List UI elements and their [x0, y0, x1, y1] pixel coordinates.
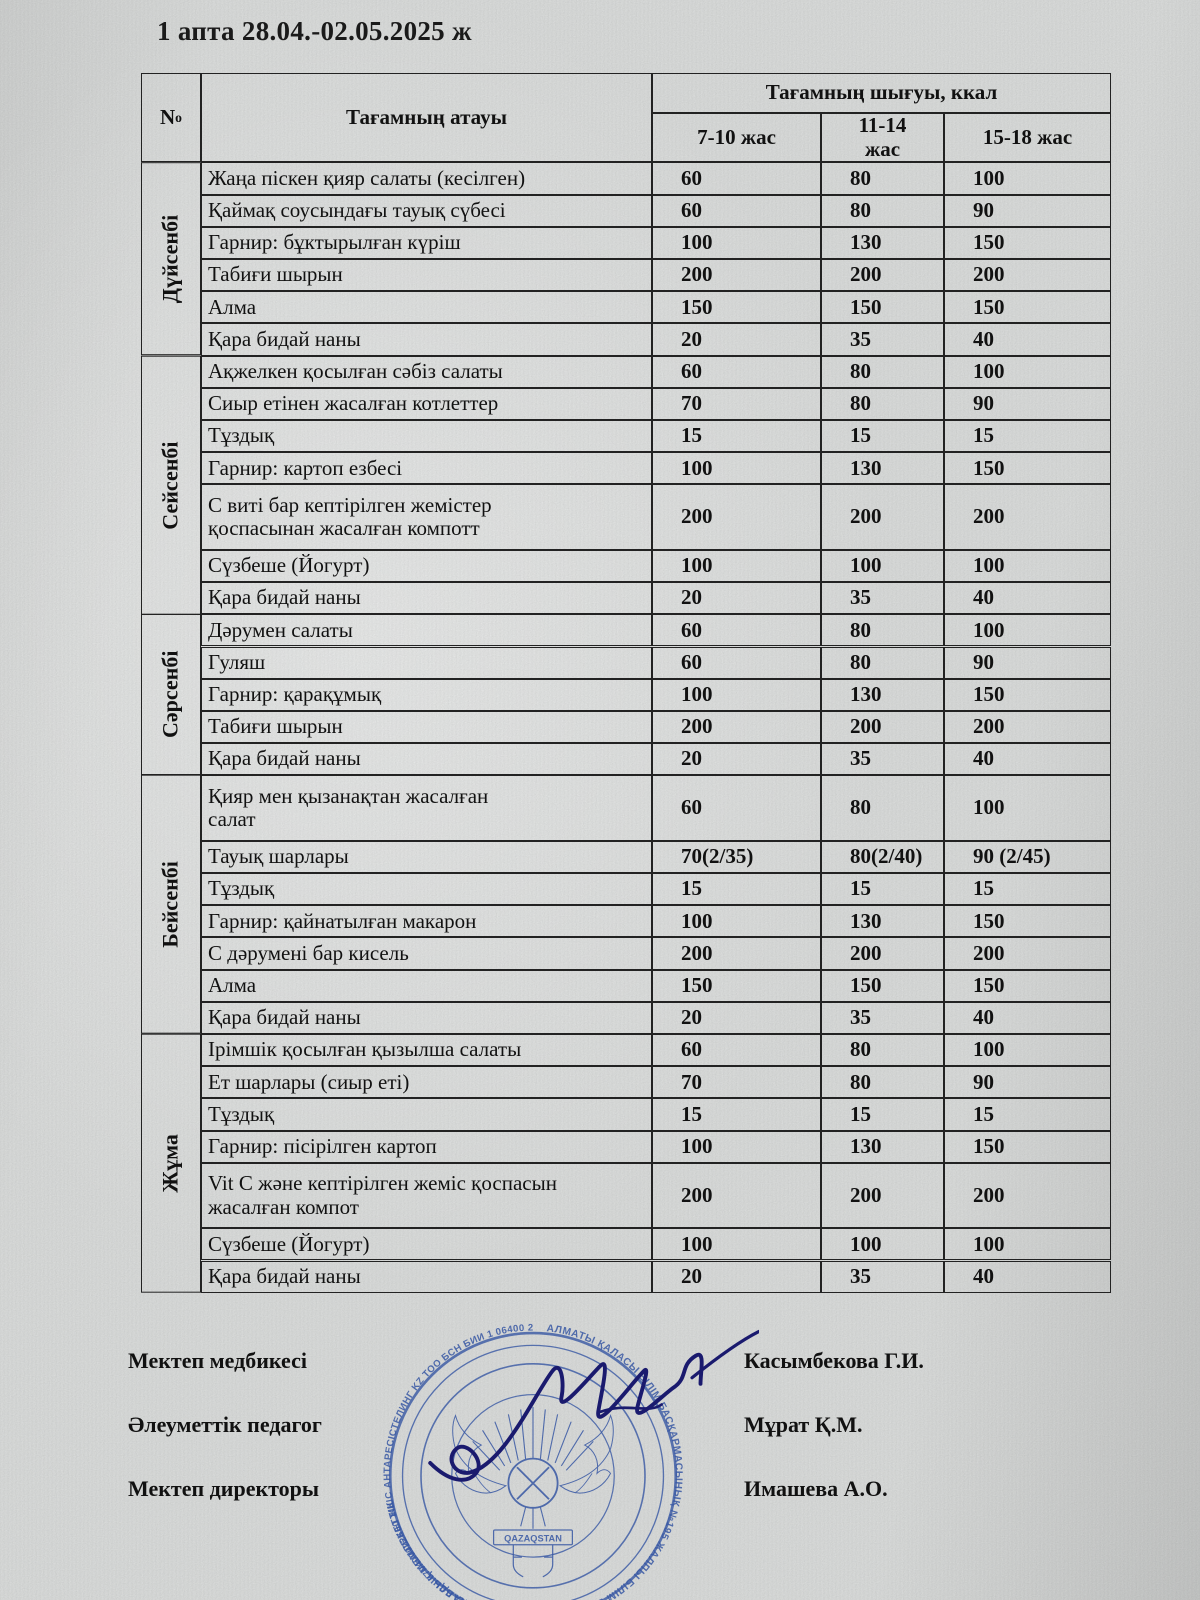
svg-text:БСН 640940000064: БСН 640940000064: [358, 1306, 417, 1309]
svg-text:ҚАЗАҦСТАН РЕСПУБЛИКАСЫ АЛМАТЫ: ҚАЗАҦСТАН РЕСПУБЛИКАСЫ АЛМАТЫ: [358, 1306, 477, 1309]
svg-text:ҒЫЛЫМ КОМИТЕТІ: ҒЫЛЫМ КОМИТЕТІ: [358, 1306, 418, 1309]
